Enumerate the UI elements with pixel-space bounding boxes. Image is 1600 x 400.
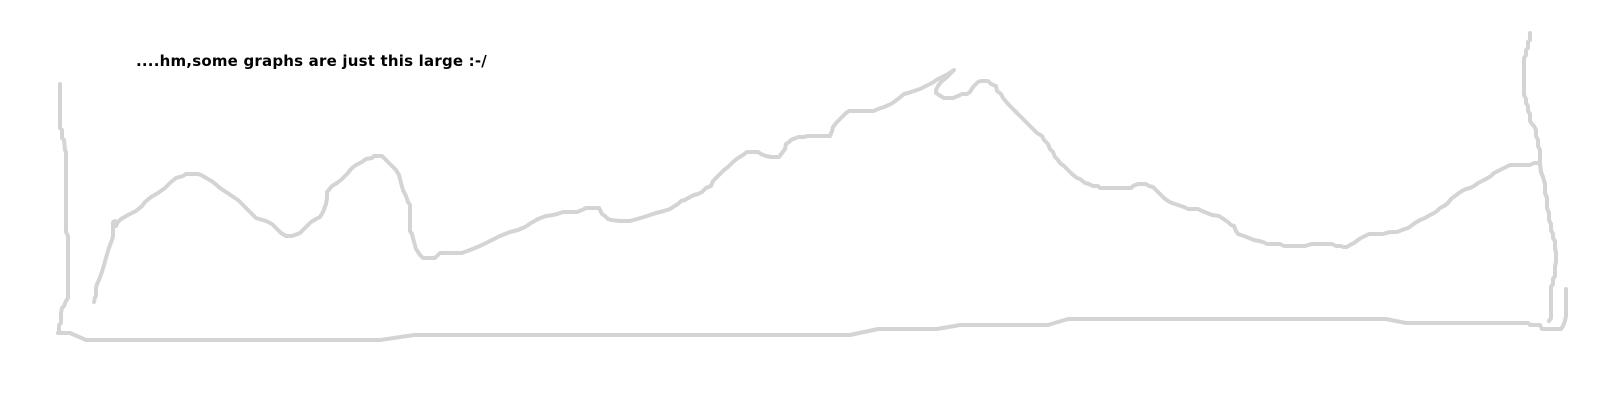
right-edge-stroke — [1522, 31, 1558, 323]
caption-text: ....hm,some graphs are just this large :… — [136, 52, 487, 70]
main-curve-stroke — [92, 68, 1558, 323]
baseline-stroke — [56, 287, 1568, 342]
left-edge-stroke — [57, 82, 70, 333]
